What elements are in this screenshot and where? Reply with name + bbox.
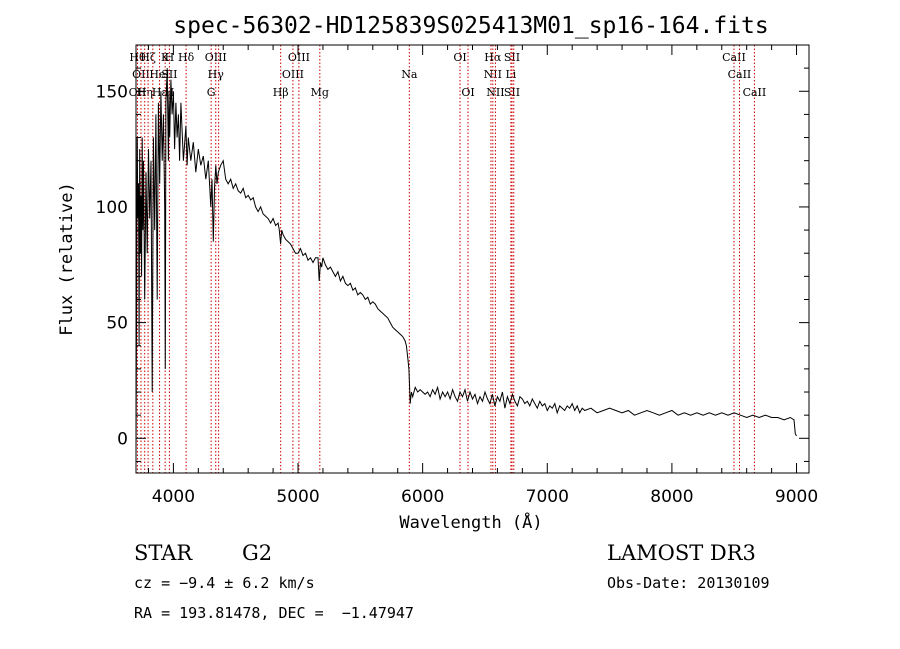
line-label: OII <box>132 68 150 81</box>
line-label: SII <box>504 51 520 64</box>
line-label: Hβ <box>273 86 289 99</box>
line-label: OI <box>461 86 474 99</box>
line-label: CaII <box>743 86 767 99</box>
line-label: CaII <box>722 51 746 64</box>
x-axis: 4000 5000 6000 7000 8000 9000 <box>147 45 818 507</box>
line-label: SII <box>504 86 520 99</box>
x-tick-label: 5000 <box>276 487 319 507</box>
line-label: H <box>165 51 175 64</box>
redshift-velocity: cz = −9.4 ± 6.2 km/s <box>134 574 315 592</box>
object-class: STAR <box>134 541 193 565</box>
line-label: NII <box>486 86 504 99</box>
spectrum-line <box>135 68 797 462</box>
line-label: NII <box>484 68 502 81</box>
object-subclass: G2 <box>242 541 273 565</box>
y-tick-label: 50 <box>106 314 128 334</box>
x-tick-label: 7000 <box>526 487 569 507</box>
line-label: Hε <box>152 86 168 99</box>
x-tick-label: 8000 <box>650 487 693 507</box>
line-label: Mg <box>311 86 329 99</box>
survey-name: LAMOST DR3 <box>607 541 756 565</box>
y-axis-label: Flux (relative) <box>57 182 77 336</box>
line-label: OIII <box>205 51 227 64</box>
line-label: Hα <box>484 51 502 64</box>
spectral-line-markers: HθOIIOIIHηHζHeIHεKHSIIHHδGOIIIHγHβOIIIOI… <box>129 45 767 473</box>
line-label: Hζ <box>140 51 156 64</box>
line-label: Hδ <box>178 51 195 64</box>
coordinates: RA = 193.81478, DEC = −1.47947 <box>134 604 414 622</box>
observation-date: Obs-Date: 20130109 <box>607 574 770 592</box>
line-label: OIII <box>282 68 304 81</box>
line-label: Hη <box>137 86 153 99</box>
line-label: OII <box>129 86 147 99</box>
y-axis: 0 50 100 150 <box>96 67 809 462</box>
line-label: OI <box>453 51 466 64</box>
x-tick-label: 9000 <box>775 487 818 507</box>
y-tick-label: 0 <box>117 429 128 449</box>
plot-frame <box>135 44 810 474</box>
line-label: CaII <box>728 68 752 81</box>
line-label: G <box>207 86 216 99</box>
x-tick-label: 6000 <box>401 487 444 507</box>
y-tick-label: 150 <box>96 82 128 102</box>
line-label: K <box>161 51 170 64</box>
line-label: SII <box>161 68 177 81</box>
x-tick-label: 4000 <box>152 487 195 507</box>
chart-title: spec-56302-HD125839S025413M01_sp16-164.f… <box>173 13 768 39</box>
x-axis-label: Wavelength (Å) <box>399 511 542 533</box>
line-label: Hγ <box>208 68 225 81</box>
line-label: OIII <box>288 51 310 64</box>
y-tick-label: 100 <box>96 198 128 218</box>
line-label: Na <box>401 68 418 81</box>
line-label: Li <box>505 68 516 81</box>
line-label: Hθ <box>129 51 146 64</box>
